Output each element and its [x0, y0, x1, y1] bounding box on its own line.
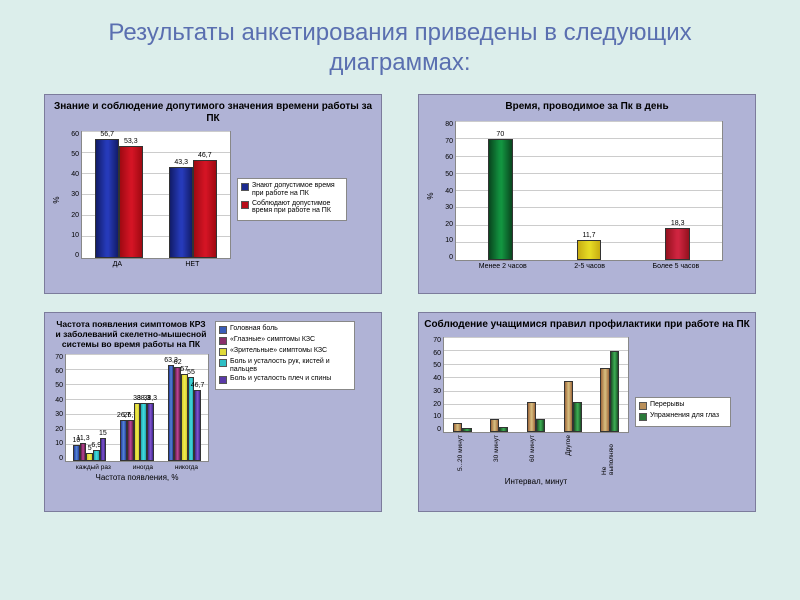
- chart1-ylabel: %: [52, 196, 61, 203]
- chart3-title: Частота появления симптомов КРЗ и заболе…: [51, 317, 211, 354]
- chart1-plot: 56,753,343,346,7: [81, 131, 231, 259]
- chart2-ylabel: %: [426, 192, 435, 199]
- chart-knowledge-compliance: Знание и соблюдение допутимого значения …: [44, 94, 382, 294]
- chart1-xaxis: ДАНЕТ: [81, 259, 231, 268]
- slide-title: Результаты анкетирования приведены в сле…: [0, 0, 800, 86]
- chart2-title: Время, проводимое за Пк в день: [419, 95, 755, 115]
- chart-time-per-day: Время, проводимое за Пк в день % 0102030…: [418, 94, 756, 294]
- chart2-xaxis: Менее 2 часов2-5 часовБолее 5 часов: [455, 261, 723, 270]
- chart-symptoms-frequency: Частота появления симптомов КРЗ и заболе…: [44, 312, 382, 512]
- chart1-yaxis: 0102030405060: [67, 131, 81, 259]
- chart3-legend: Головная боль«Глазные» симптомы КЗС«Зрит…: [215, 321, 355, 390]
- chart2-plot: 7011,718,3: [455, 121, 723, 261]
- chart3-xlabel: Частота появления, %: [65, 471, 209, 482]
- chart2-yaxis: 01020304050607080: [441, 121, 455, 261]
- chart4-xaxis: 5...20 минут30 минут60 минутДругоеНе вып…: [443, 433, 629, 475]
- chart4-legend: ПерерывыУпражнения для глаз: [635, 397, 731, 427]
- chart4-xlabel: Интервал, минут: [443, 475, 629, 486]
- chart1-title: Знание и соблюдение допутимого значения …: [45, 95, 381, 127]
- charts-grid: Знание и соблюдение допутимого значения …: [0, 86, 800, 524]
- chart1-legend: Знают допустимое время при работе на ПКС…: [237, 178, 347, 221]
- chart3-plot: 1011,356,91526,726,73838,338,363,3625755…: [65, 354, 209, 462]
- chart4-yaxis: 010203040506070: [429, 337, 443, 433]
- chart3-yaxis: 010203040506070: [51, 354, 65, 462]
- chart3-xaxis: каждый разиногданикогда: [65, 462, 209, 471]
- chart-prevention-compliance: Соблюдение учащимися правил профилактики…: [418, 312, 756, 512]
- chart4-plot: [443, 337, 629, 433]
- chart4-title: Соблюдение учащимися правил профилактики…: [419, 313, 755, 333]
